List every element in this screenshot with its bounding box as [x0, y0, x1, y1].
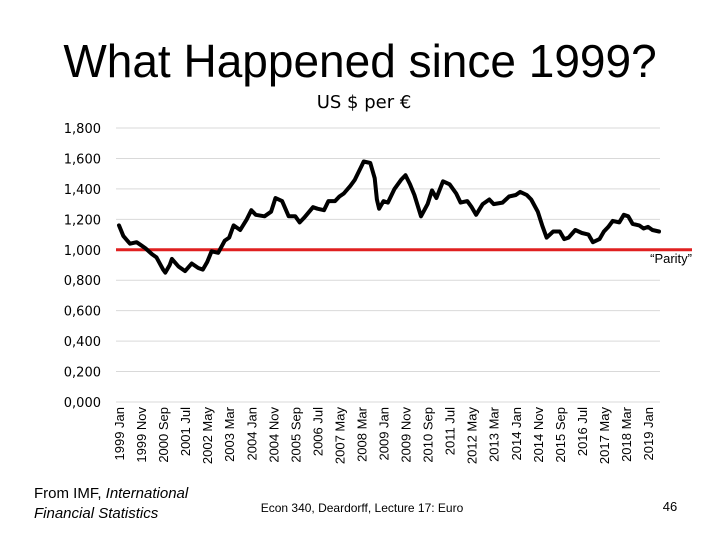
x-tick-label: 2018 Mar [619, 406, 634, 462]
x-tick-label: 2007 May [332, 407, 347, 465]
x-tick-label: 2015 Sep [553, 407, 568, 463]
x-tick-label: 2014 Jan [509, 407, 524, 461]
x-tick-label: 1999 Jan [112, 407, 127, 461]
x-tick-label: 2003 Mar [222, 406, 237, 462]
y-tick-label: 0,600 [64, 305, 101, 320]
y-tick-label: 1,000 [64, 244, 101, 259]
x-tick-label: 2019 Jan [641, 407, 656, 461]
x-tick-label: 2017 May [597, 407, 612, 465]
x-tick-label: 2008 Mar [354, 406, 369, 462]
x-tick-label: 2002 May [200, 407, 215, 465]
source-prefix: From IMF, [34, 485, 106, 502]
x-tick-label: 2014 Nov [531, 407, 546, 463]
parity-label: “Parity” [650, 251, 692, 266]
x-tick-label: 2009 Jan [377, 407, 392, 461]
page-number: 46 [662, 499, 678, 514]
y-tick-label: 0,000 [64, 396, 101, 411]
x-tick-label: 2016 Jul [575, 407, 590, 456]
x-tick-label: 2013 Mar [487, 406, 502, 462]
x-tick-label: 2001 Jul [178, 407, 193, 456]
y-tick-label: 1,200 [64, 213, 101, 228]
x-tick-label: 2012 May [465, 407, 480, 465]
y-tick-label: 0,200 [64, 366, 101, 381]
x-tick-label: 2009 Nov [399, 407, 414, 463]
source-note: From IMF, International Financial Statis… [34, 484, 224, 524]
x-tick-label: 2004 Nov [266, 407, 281, 463]
x-tick-label: 2000 Sep [156, 407, 171, 463]
x-tick-label: 2006 Jul [310, 407, 325, 456]
footer-text: Econ 340, Deardorff, Lecture 17: Euro [260, 501, 464, 515]
x-tick-label: 2005 Sep [288, 407, 303, 463]
y-tick-label: 1,600 [64, 152, 101, 167]
x-tick-label: 2004 Jan [244, 407, 259, 461]
y-tick-label: 0,800 [64, 274, 101, 289]
usd-per-euro-line [117, 159, 661, 275]
x-tick-label: 1999 Nov [134, 407, 149, 463]
source-title: International Financial Statistics [34, 485, 189, 522]
chart-title: US $ per € [316, 92, 412, 113]
y-tick-label: 1,800 [64, 122, 101, 137]
slide-title: What Happened since 1999? [63, 35, 657, 87]
x-tick-label: 2010 Sep [421, 407, 436, 463]
x-tick-label: 2011 Jul [443, 407, 458, 455]
y-tick-label: 1,400 [64, 183, 101, 198]
y-tick-label: 0,400 [64, 335, 101, 350]
